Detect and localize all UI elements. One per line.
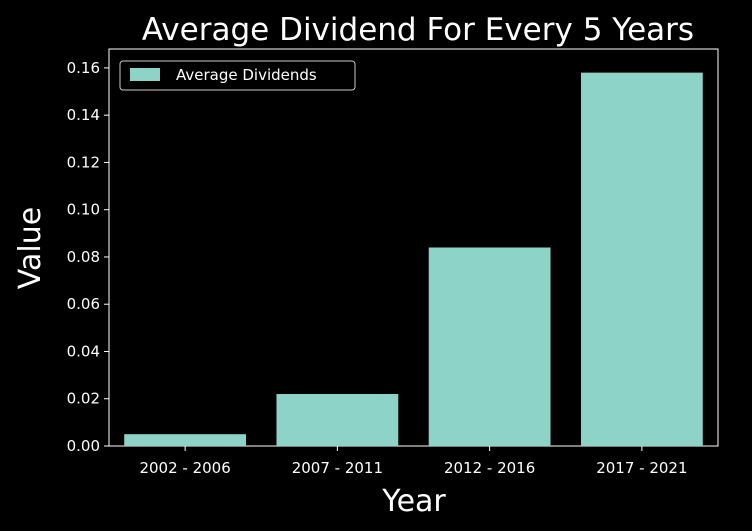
y-tick-label: 0.12 <box>67 153 100 171</box>
x-tick-label: 2017 - 2021 <box>596 459 687 477</box>
x-axis-ticks: 2002 - 2006 2007 - 2011 2012 - 2016 2017 - … <box>139 446 688 477</box>
chart-title: Average Dividend For Every 5 Years <box>142 12 694 48</box>
legend-box <box>119 60 356 91</box>
y-tick-label: 0.00 <box>67 437 100 455</box>
plot-area <box>108 48 719 447</box>
y-tick-label: 0.14 <box>67 106 100 124</box>
x-tick-label: 2002 - 2006 <box>139 459 230 477</box>
bar-0 <box>124 434 247 446</box>
y-tick-label: 0.02 <box>67 390 100 408</box>
bar-2 <box>428 247 551 446</box>
legend-label: Average Dividends <box>176 66 317 84</box>
y-tick-label: 0.04 <box>67 342 100 360</box>
bar-3 <box>580 72 703 446</box>
x-tick-label: 2012 - 2016 <box>444 459 535 477</box>
y-tick-label: 0.08 <box>67 248 100 266</box>
bar-1 <box>276 394 399 446</box>
y-tick-label: 0.06 <box>67 295 100 313</box>
y-tick-label: 0.10 <box>67 201 100 219</box>
y-tick-label: 0.16 <box>67 59 100 77</box>
x-tick-label: 2007 - 2011 <box>292 459 383 477</box>
x-axis-label: Year <box>381 484 446 519</box>
y-axis-ticks: 0.00 0.02 0.04 0.06 0.08 0.10 0.12 0.14 0.16 <box>67 59 109 455</box>
y-axis-label: Value <box>13 207 48 289</box>
bars-group <box>124 72 703 446</box>
legend: Average Dividends <box>119 60 356 91</box>
plot-frame <box>108 48 719 447</box>
legend-swatch <box>130 68 160 81</box>
